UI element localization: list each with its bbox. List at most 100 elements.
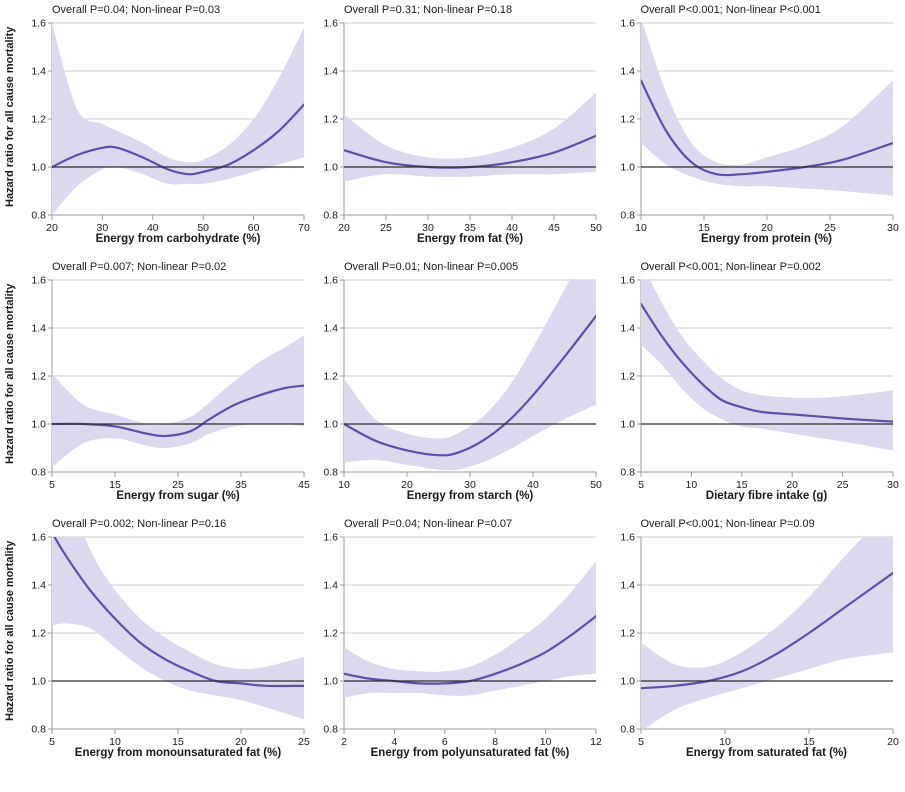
svg-text:1.0: 1.0 bbox=[620, 419, 635, 431]
panel-carbohydrate: Overall P=0.04; Non-linear P=0.03 Hazard… bbox=[2, 4, 310, 249]
svg-text:0.8: 0.8 bbox=[31, 467, 46, 479]
panel-fat: Overall P=0.31; Non-linear P=0.18 0.8 1.0… bbox=[310, 4, 607, 249]
svg-text:1.2: 1.2 bbox=[31, 371, 46, 383]
svg-text:0.8: 0.8 bbox=[31, 724, 46, 736]
svg-text:15: 15 bbox=[109, 479, 121, 490]
svg-text:45: 45 bbox=[298, 479, 310, 490]
x-axis-title: Dietary fibre intake (g) bbox=[705, 490, 828, 502]
svg-text:0.8: 0.8 bbox=[620, 724, 635, 736]
svg-text:0.8: 0.8 bbox=[323, 724, 338, 736]
svg-text:1.2: 1.2 bbox=[31, 628, 46, 640]
svg-text:5: 5 bbox=[638, 736, 644, 747]
svg-text:1.4: 1.4 bbox=[31, 323, 46, 335]
svg-text:50: 50 bbox=[590, 479, 602, 490]
svg-text:0.8: 0.8 bbox=[620, 467, 635, 479]
svg-text:1.0: 1.0 bbox=[31, 676, 46, 688]
svg-text:1.0: 1.0 bbox=[620, 676, 635, 688]
y-axis-title: Hazard ratio for all cause mortality bbox=[4, 540, 16, 722]
svg-text:35: 35 bbox=[235, 479, 247, 490]
y-axis-title: Hazard ratio for all cause mortality bbox=[4, 26, 16, 208]
svg-text:1.0: 1.0 bbox=[323, 419, 338, 431]
svg-text:0.8: 0.8 bbox=[31, 210, 46, 222]
svg-text:8: 8 bbox=[492, 736, 498, 747]
svg-text:1.2: 1.2 bbox=[323, 371, 338, 383]
svg-text:1.4: 1.4 bbox=[323, 580, 338, 592]
svg-text:15: 15 bbox=[735, 479, 747, 490]
svg-text:20: 20 bbox=[338, 222, 350, 233]
svg-text:5: 5 bbox=[49, 736, 55, 747]
spline-plot-monounsaturated: 0.8 1.0 1.2 1.4 1.6 5 10 15 20 25 bbox=[31, 533, 310, 747]
svg-text:1.4: 1.4 bbox=[31, 66, 46, 78]
svg-text:5: 5 bbox=[638, 479, 644, 490]
svg-text:50: 50 bbox=[197, 222, 209, 233]
svg-text:1.0: 1.0 bbox=[323, 162, 338, 174]
svg-text:30: 30 bbox=[464, 479, 476, 490]
svg-text:1.2: 1.2 bbox=[620, 371, 635, 383]
x-axis-title: Energy from polyunsaturated fat (%) bbox=[370, 747, 570, 759]
panel-title: Overall P<0.001; Non-linear P=0.09 bbox=[640, 518, 815, 530]
panel-title: Overall P=0.007; Non-linear P=0.02 bbox=[52, 261, 227, 273]
svg-text:25: 25 bbox=[172, 479, 184, 490]
svg-text:6: 6 bbox=[442, 736, 448, 747]
svg-text:20: 20 bbox=[401, 479, 413, 490]
svg-text:35: 35 bbox=[464, 222, 476, 233]
x-axis-title: Energy from sugar (%) bbox=[116, 490, 240, 502]
svg-text:10: 10 bbox=[338, 479, 350, 490]
svg-text:1.0: 1.0 bbox=[31, 162, 46, 174]
svg-text:70: 70 bbox=[298, 222, 310, 233]
svg-text:15: 15 bbox=[172, 736, 184, 747]
svg-text:1.6: 1.6 bbox=[31, 19, 46, 30]
svg-text:50: 50 bbox=[590, 222, 602, 233]
svg-text:30: 30 bbox=[97, 222, 109, 233]
svg-text:1.6: 1.6 bbox=[323, 533, 338, 544]
svg-text:4: 4 bbox=[391, 736, 397, 747]
svg-text:1.2: 1.2 bbox=[620, 628, 635, 640]
x-axis-title: Energy from saturated fat (%) bbox=[685, 747, 848, 759]
x-axis-title: Energy from carbohydrate (%) bbox=[95, 233, 261, 245]
panel-title: Overall P=0.04; Non-linear P=0.07 bbox=[344, 518, 513, 530]
svg-text:20: 20 bbox=[786, 479, 798, 490]
svg-text:10: 10 bbox=[685, 479, 697, 490]
panel-title: Overall P=0.002; Non-linear P=0.16 bbox=[52, 518, 227, 530]
panel-title: Overall P<0.001; Non-linear P<0.001 bbox=[640, 4, 821, 16]
x-axis-title: Energy from monounsaturated fat (%) bbox=[74, 747, 282, 759]
svg-text:10: 10 bbox=[109, 736, 121, 747]
svg-text:20: 20 bbox=[887, 736, 899, 747]
panel-starch: Overall P=0.01; Non-linear P=0.005 0.8 1.… bbox=[310, 261, 607, 506]
spline-plot-starch: 0.8 1.0 1.2 1.4 1.6 10 20 30 40 50 bbox=[323, 276, 602, 490]
x-axis-title: Energy from protein (%) bbox=[701, 233, 832, 245]
svg-text:1.6: 1.6 bbox=[620, 276, 635, 287]
svg-text:1.0: 1.0 bbox=[620, 162, 635, 174]
panel-title: Overall P=0.31; Non-linear P=0.18 bbox=[344, 4, 513, 16]
svg-text:1.2: 1.2 bbox=[620, 114, 635, 126]
svg-text:1.4: 1.4 bbox=[323, 323, 338, 335]
svg-text:2: 2 bbox=[341, 736, 347, 747]
svg-text:40: 40 bbox=[147, 222, 159, 233]
svg-text:0.8: 0.8 bbox=[620, 210, 635, 222]
panel-title: Overall P<0.001; Non-linear P=0.002 bbox=[640, 261, 821, 273]
x-axis-title: Energy from fat (%) bbox=[416, 233, 524, 245]
panel-saturated: Overall P<0.001; Non-linear P=0.09 0.8 1.… bbox=[607, 518, 904, 763]
spline-plot-carbohydrate: 0.8 1.0 1.2 1.4 1.6 20 30 40 50 60 70 bbox=[31, 19, 310, 233]
svg-text:10: 10 bbox=[719, 736, 731, 747]
spline-plot-sugar: 0.8 1.0 1.2 1.4 1.6 5 15 25 35 45 bbox=[31, 276, 310, 490]
svg-text:1.0: 1.0 bbox=[323, 676, 338, 688]
panel-sugar: Overall P=0.007; Non-linear P=0.02 Hazar… bbox=[2, 261, 310, 506]
svg-text:10: 10 bbox=[540, 736, 552, 747]
panel-title: Overall P=0.01; Non-linear P=0.005 bbox=[344, 261, 519, 273]
svg-text:15: 15 bbox=[698, 222, 710, 233]
x-axis-title: Energy from starch (%) bbox=[406, 490, 534, 502]
panel-monounsaturated: Overall P=0.002; Non-linear P=0.16 Hazar… bbox=[2, 518, 310, 763]
svg-text:1.6: 1.6 bbox=[620, 19, 635, 30]
svg-text:1.6: 1.6 bbox=[31, 533, 46, 544]
svg-text:1.4: 1.4 bbox=[31, 580, 46, 592]
svg-text:20: 20 bbox=[235, 736, 247, 747]
y-axis-title: Hazard ratio for all cause mortality bbox=[4, 283, 16, 465]
svg-text:60: 60 bbox=[248, 222, 260, 233]
spline-plot-polyunsaturated: 0.8 1.0 1.2 1.4 1.6 2 4 6 8 10 12 bbox=[323, 533, 602, 747]
svg-text:25: 25 bbox=[298, 736, 310, 747]
svg-text:1.2: 1.2 bbox=[31, 114, 46, 126]
svg-text:30: 30 bbox=[887, 479, 899, 490]
svg-text:20: 20 bbox=[761, 222, 773, 233]
svg-text:1.6: 1.6 bbox=[323, 276, 338, 287]
